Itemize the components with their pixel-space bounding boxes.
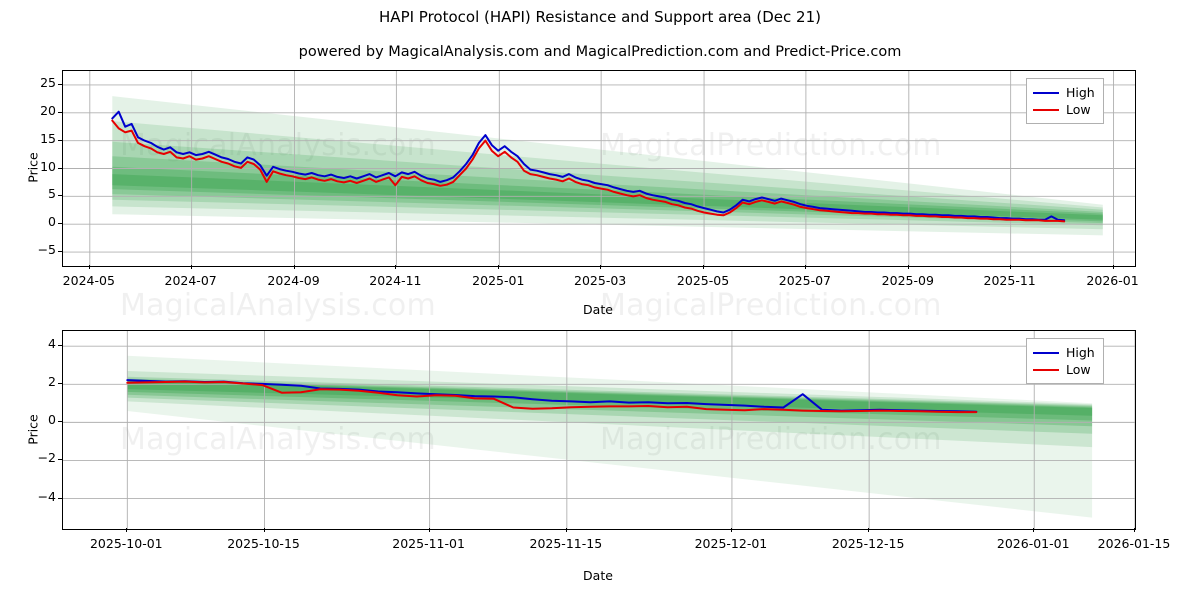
- x-axis-tick-mark: [1009, 265, 1011, 269]
- lower-chart-x-axis-label: Date: [583, 568, 613, 583]
- x-axis-tick-label: 2025-10-01: [89, 536, 163, 551]
- legend-entry-high: High: [1033, 84, 1095, 101]
- y-axis-tick-mark: [58, 167, 62, 169]
- x-axis-tick-label: 2025-10-15: [227, 536, 300, 551]
- x-axis-tick-mark: [868, 528, 870, 532]
- series-line-low: [111, 119, 1066, 223]
- x-axis-tick-mark: [703, 265, 705, 269]
- x-axis-tick-label: 2026-01: [1086, 273, 1139, 288]
- lower-chart-plot-area: [62, 330, 1136, 530]
- y-axis-tick-label: −2: [37, 450, 56, 466]
- low-line-swatch: [1033, 368, 1059, 371]
- band-outer: [127, 355, 1093, 518]
- x-axis-tick-label: 2025-11-15: [529, 536, 603, 551]
- page-title: HAPI Protocol (HAPI) Resistance and Supp…: [379, 8, 821, 26]
- y-axis-tick-label: 15: [40, 130, 56, 146]
- x-axis-tick-mark: [600, 265, 602, 269]
- y-axis-tick-mark: [58, 223, 62, 225]
- lower-chart-legend: High Low: [1026, 338, 1104, 384]
- y-axis-tick-label: 4: [48, 336, 56, 352]
- y-axis-tick-mark: [58, 195, 62, 197]
- x-axis-tick-mark: [1134, 528, 1135, 532]
- x-axis-tick-label: 2025-03: [574, 273, 627, 288]
- legend-label-low: Low: [1066, 362, 1091, 377]
- upper-chart-legend: High Low: [1026, 78, 1104, 124]
- x-axis-tick-mark: [126, 528, 128, 532]
- x-axis-tick-mark: [428, 528, 430, 532]
- legend-label-high: High: [1066, 345, 1095, 360]
- x-axis-tick-label: 2026-01-15: [1097, 536, 1171, 551]
- x-axis-tick-mark: [498, 265, 500, 269]
- x-axis-tick-label: 2024-05: [62, 273, 115, 288]
- y-axis-tick-label: 0: [48, 214, 56, 230]
- series-line-high: [111, 110, 1066, 222]
- y-axis-tick-mark: [58, 497, 62, 499]
- band-outer: [112, 96, 1103, 236]
- x-axis-tick-mark: [730, 528, 732, 532]
- y-axis-tick-label: 0: [48, 412, 56, 428]
- y-axis-tick-label: 20: [40, 102, 56, 118]
- band-inner: [112, 166, 1103, 222]
- upper-chart-x-axis-label: Date: [583, 302, 613, 317]
- x-axis-tick-label: 2026-01-01: [996, 536, 1070, 551]
- x-axis-tick-label: 2025-11-01: [392, 536, 465, 551]
- x-axis-tick-label: 2025-05: [676, 273, 730, 288]
- x-axis-tick-label: 2025-07: [778, 273, 831, 288]
- high-line-swatch: [1033, 351, 1059, 354]
- y-axis-tick-mark: [58, 383, 62, 385]
- x-axis-tick-label: 2024-11: [369, 273, 422, 288]
- band-core: [112, 174, 1103, 220]
- legend-label-high: High: [1066, 85, 1095, 100]
- band-core: [127, 380, 1093, 416]
- y-axis-tick-mark: [58, 111, 62, 113]
- x-axis-tick-label: 2025-12-15: [831, 536, 905, 551]
- x-axis-tick-mark: [907, 265, 909, 269]
- x-axis-tick-mark: [804, 265, 806, 269]
- legend-entry-low: Low: [1033, 101, 1095, 118]
- y-axis-tick-label: 25: [40, 74, 56, 90]
- y-axis-tick-mark: [58, 421, 62, 423]
- x-axis-tick-label: 2025-11: [983, 273, 1036, 288]
- band-mid: [112, 141, 1103, 226]
- y-axis-tick-mark: [58, 459, 62, 461]
- high-line-swatch: [1033, 91, 1059, 94]
- y-axis-tick-mark: [58, 83, 62, 85]
- y-axis-tick-label: −5: [37, 242, 56, 258]
- y-axis-tick-mark: [58, 345, 62, 347]
- y-axis-tick-label: 5: [48, 186, 56, 202]
- x-axis-tick-mark: [565, 528, 567, 532]
- legend-entry-high-lower: High: [1033, 344, 1095, 361]
- series-line-low: [126, 380, 978, 414]
- x-axis-tick-label: 2025-09: [881, 273, 934, 288]
- x-axis-tick-mark: [395, 265, 397, 269]
- x-axis-tick-label: 2025-01: [472, 273, 525, 288]
- x-axis-tick-mark: [1033, 528, 1035, 532]
- y-axis-tick-mark: [58, 251, 62, 253]
- y-axis-tick-label: −4: [37, 488, 56, 504]
- page-subtitle: powered by MagicalAnalysis.com and Magic…: [298, 44, 902, 60]
- y-axis-tick-mark: [58, 139, 62, 141]
- upper-chart-plot-area: [62, 70, 1136, 267]
- x-axis-tick-label: 2025-12-01: [694, 536, 768, 551]
- x-axis-tick-label: 2024-07: [164, 273, 217, 288]
- x-axis-tick-mark: [263, 528, 265, 532]
- legend-label-low: Low: [1066, 102, 1091, 117]
- band-mid-outer: [112, 121, 1103, 230]
- x-axis-tick-mark: [293, 265, 295, 269]
- legend-entry-low-lower: Low: [1033, 361, 1095, 378]
- x-axis-tick-label: 2024-09: [267, 273, 320, 288]
- low-line-swatch: [1033, 108, 1059, 111]
- y-axis-tick-label: 2: [48, 374, 56, 390]
- x-axis-tick-mark: [190, 265, 192, 269]
- y-axis-tick-label: 10: [40, 158, 56, 174]
- x-axis-tick-mark: [1112, 265, 1114, 269]
- x-axis-tick-mark: [88, 265, 90, 269]
